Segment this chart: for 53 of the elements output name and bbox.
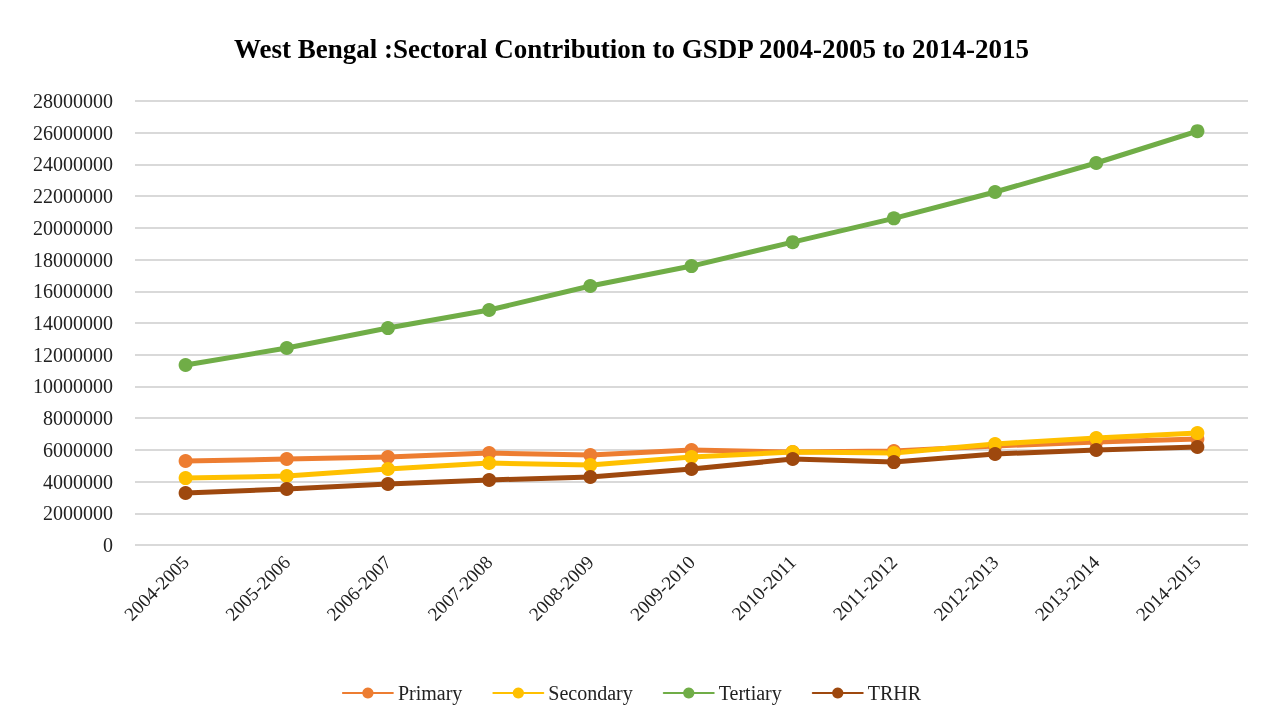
y-tick-label: 28000000	[33, 90, 113, 112]
y-tick-label: 26000000	[33, 121, 113, 144]
point	[583, 458, 598, 473]
point	[886, 211, 901, 226]
point	[886, 455, 901, 470]
point	[178, 358, 193, 373]
point	[380, 321, 395, 336]
point	[1190, 124, 1205, 139]
point	[583, 469, 598, 484]
point	[279, 452, 294, 467]
y-tick-label: 6000000	[43, 438, 113, 461]
y-tick-label: 2000000	[43, 502, 113, 525]
point	[178, 471, 193, 486]
legend-label: Primary	[397, 682, 463, 705]
legend-label: Secondary	[548, 682, 633, 705]
y-tick-label: 16000000	[33, 280, 113, 303]
point	[279, 469, 294, 484]
point	[1190, 426, 1205, 441]
point	[988, 446, 1003, 461]
y-tick-label: 20000000	[33, 216, 113, 239]
y-tick-label: 24000000	[33, 153, 113, 176]
y-tick-label: 12000000	[33, 343, 113, 366]
y-tick-label: 14000000	[33, 312, 113, 334]
y-tick-label: 0	[103, 534, 113, 556]
point	[785, 235, 800, 250]
point	[380, 476, 395, 491]
y-tick-label: 4000000	[43, 470, 113, 493]
legend-label: TRHR	[867, 682, 922, 704]
y-tick-label: 22000000	[33, 185, 113, 208]
y-tick-label: 18000000	[33, 248, 113, 271]
y-tick-label: 8000000	[43, 407, 113, 430]
point	[684, 259, 699, 274]
point	[279, 341, 294, 356]
chart-title: West Bengal :Sectoral Contribution to GSDP 2004-2005 to 2014-2015	[234, 33, 1029, 64]
point	[178, 453, 193, 468]
point	[178, 485, 193, 500]
point	[1089, 430, 1104, 445]
point	[482, 456, 497, 471]
point	[1190, 440, 1205, 454]
point	[1089, 156, 1104, 170]
point	[988, 185, 1003, 200]
point	[684, 450, 699, 464]
point	[684, 462, 699, 477]
y-tick-label: 10000000	[33, 375, 113, 398]
point	[380, 462, 395, 477]
point	[1089, 443, 1104, 458]
point	[583, 279, 598, 294]
legend-label: Tertiary	[718, 682, 782, 705]
point	[482, 472, 497, 487]
point	[279, 482, 294, 497]
point	[785, 452, 800, 467]
point	[482, 303, 497, 317]
point	[380, 450, 395, 464]
